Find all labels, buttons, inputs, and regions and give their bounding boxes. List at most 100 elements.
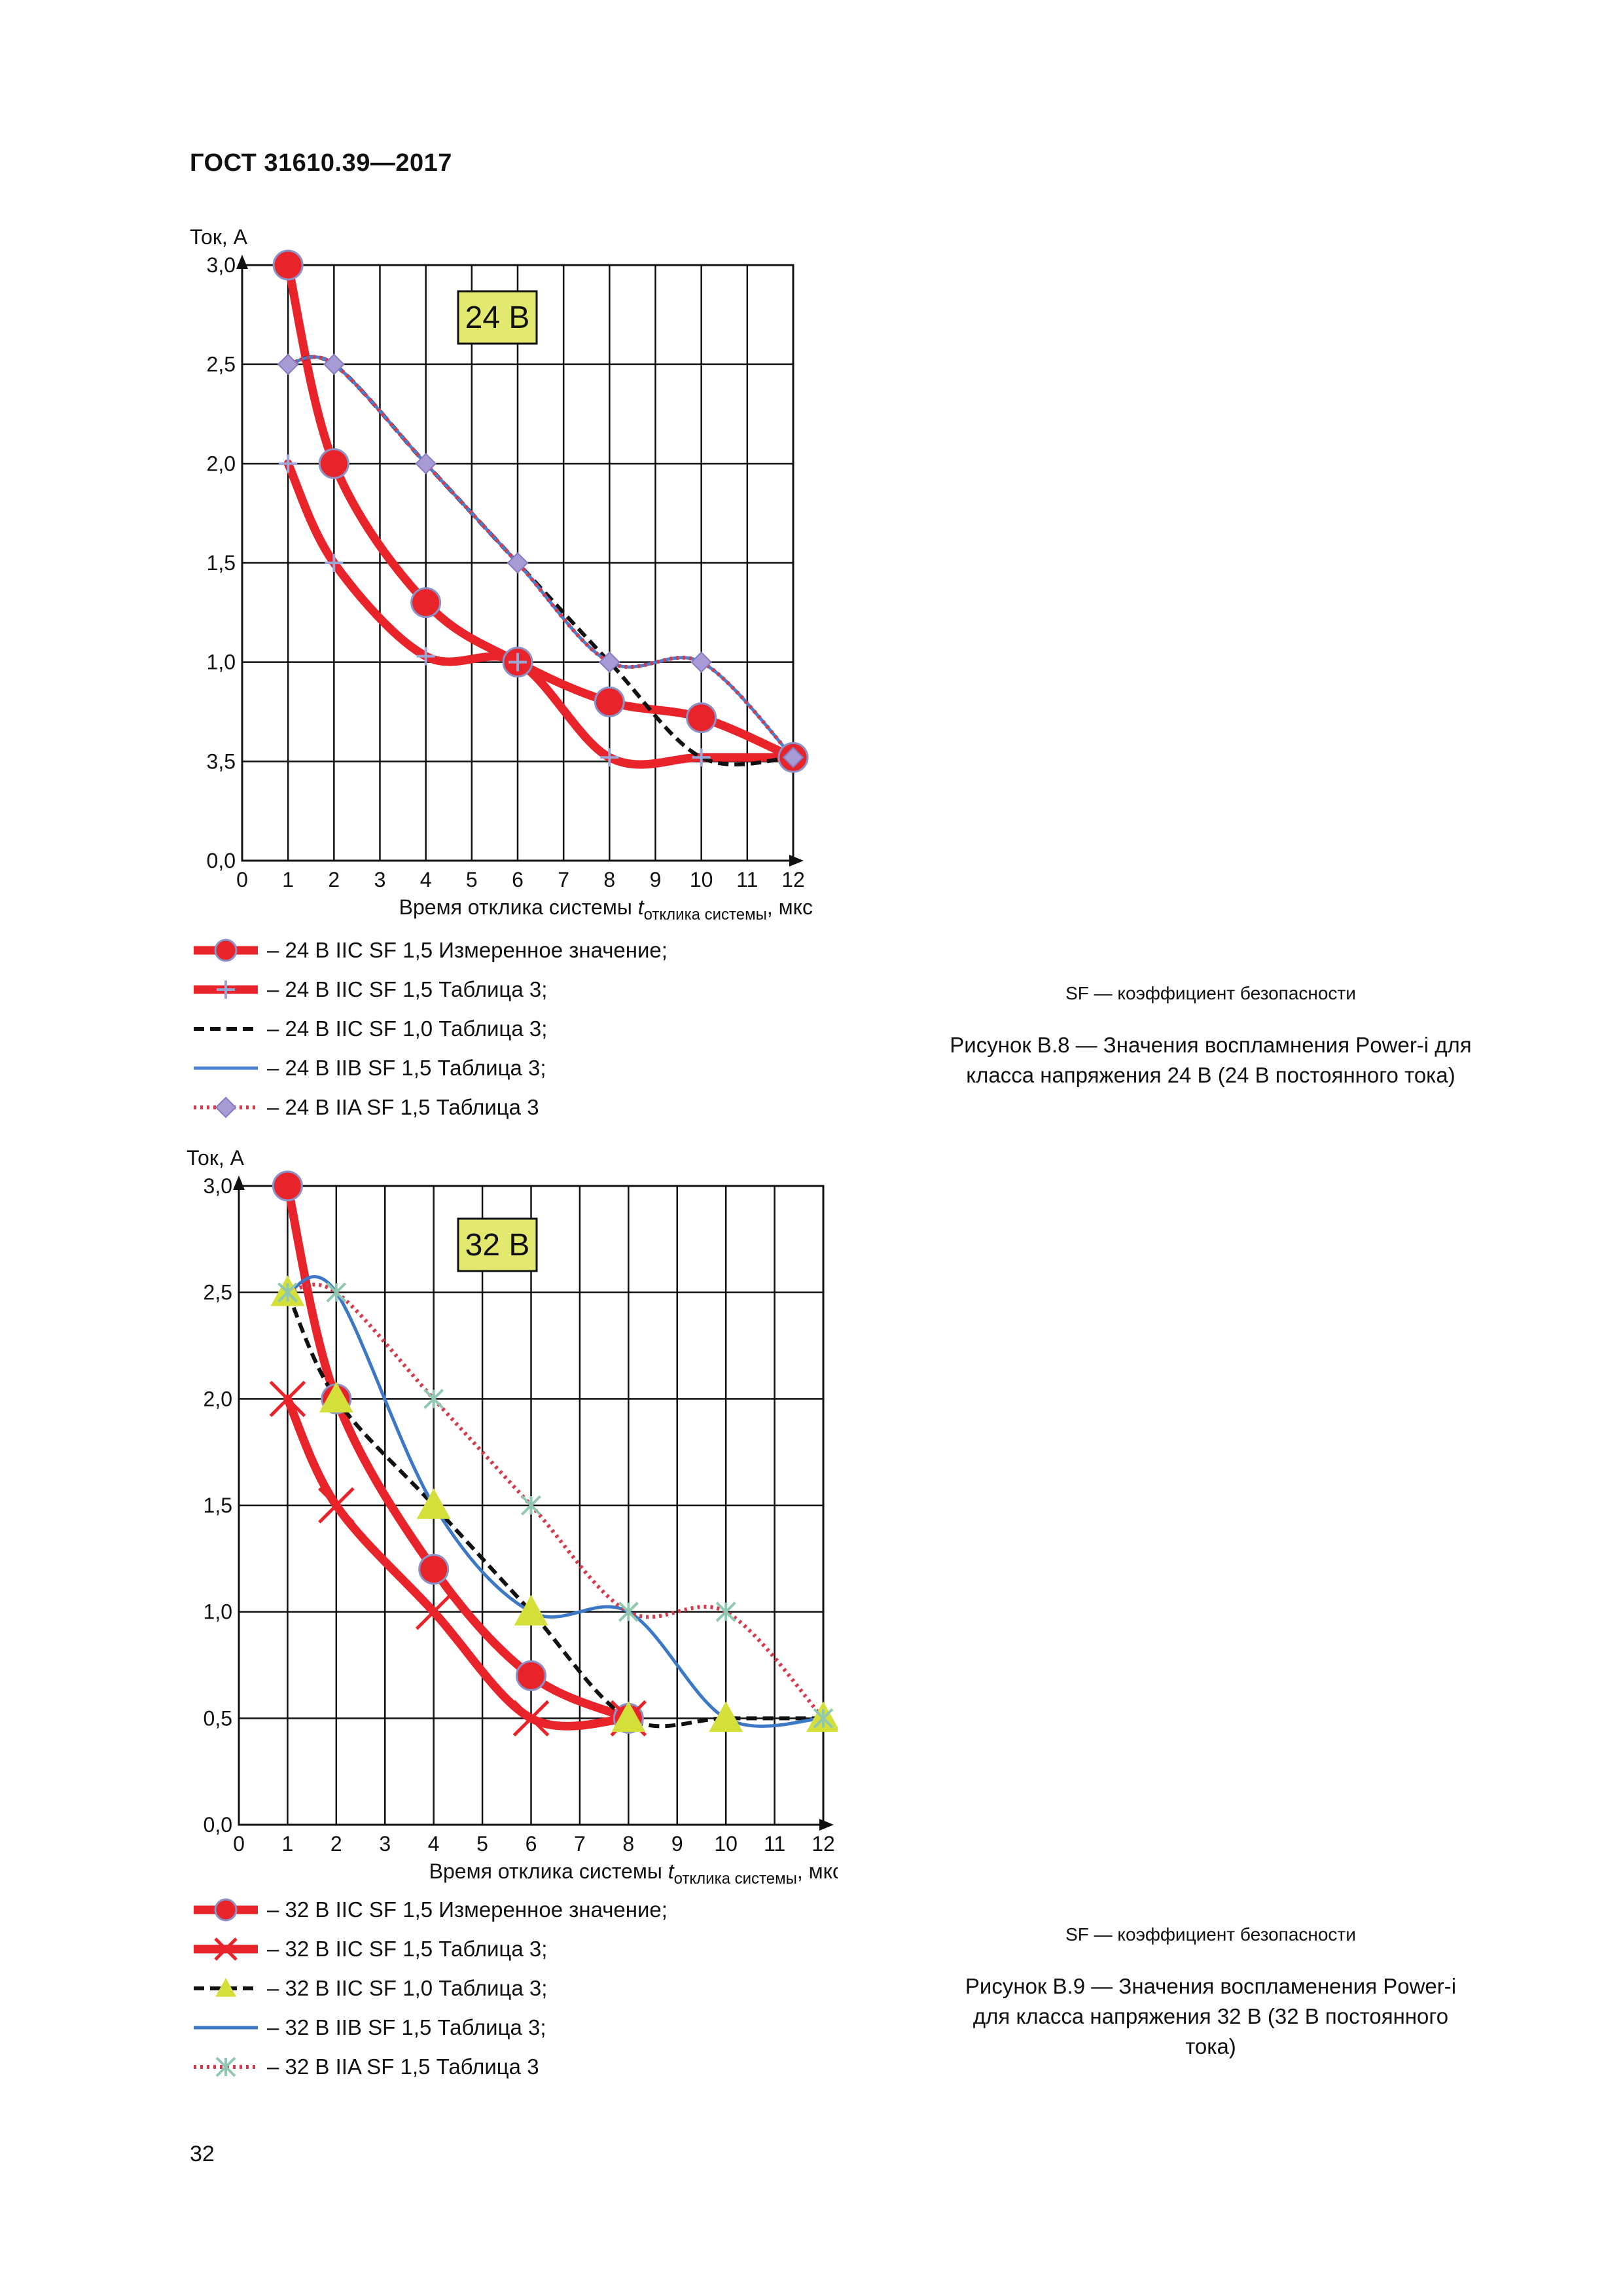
x-tick-label: 2 — [330, 1832, 342, 1856]
data-point — [598, 651, 620, 673]
x-tick-label: 4 — [420, 868, 432, 891]
data-point — [690, 651, 713, 673]
legend-marker — [215, 1096, 237, 1119]
data-point — [512, 1700, 550, 1737]
legend-item: – 24 В IIC SF 1,5 Измеренное значение; — [190, 931, 668, 970]
legend-marker — [215, 2056, 236, 2077]
badge-box — [457, 1217, 538, 1272]
series-markers-2 — [279, 454, 802, 767]
data-point — [319, 1382, 353, 1413]
x-axis-arrow — [819, 1819, 834, 1831]
x-tick-label: 5 — [466, 868, 478, 891]
series-markers-3 — [270, 1275, 838, 1732]
series-line-3 — [287, 355, 794, 767]
y-tick-label: 2,0 — [204, 1387, 232, 1410]
data-point — [415, 452, 437, 475]
x-tick-label: 10 — [714, 1832, 738, 1856]
legend-item: – 32 В IIB SF 1,5 Таблица 3; — [190, 2008, 668, 2047]
legend-label: – 32 В IIC SF 1,5 Таблица 3; — [267, 1937, 548, 1961]
legend-marker — [214, 939, 238, 962]
chart-24v-container: 0,0 3,5 1,0 1,5 2,0 2,5 3,0 0 1 2 3 4 5 6 7 8 9 10 11 12 Ток… — [177, 216, 838, 929]
x-tick-label: 9 — [671, 1832, 683, 1856]
caption-text: Рисунок В.8 — Значения воспламнения Powe… — [950, 1033, 1472, 1087]
legend-label: – 32 В IIB SF 1,5 Таблица 3; — [267, 2015, 546, 2039]
x-tick-label: 8 — [603, 868, 615, 891]
x-tick-label: 0 — [236, 868, 248, 891]
x-tick-label: 1 — [282, 868, 294, 891]
legend-swatch — [194, 1096, 258, 1119]
legend-marker — [215, 1978, 236, 1997]
data-point — [269, 1380, 306, 1418]
legend-marker — [214, 1898, 238, 1922]
figure-caption-24v: SF — коэффициент безопасности Рисунок В.… — [890, 983, 1531, 1090]
legend-label: – 24 В IIC SF 1,0 Таблица 3; — [267, 1016, 548, 1041]
y-tick-label: 0,0 — [204, 1813, 232, 1837]
series-line-4 — [285, 1275, 825, 1728]
x-tick-label: 11 — [764, 1832, 785, 1856]
data-point — [416, 647, 435, 666]
y-tick-label: 1,0 — [207, 651, 236, 674]
legend-item: – 32 В IIC SF 1,5 Таблица 3; — [190, 1929, 668, 1969]
y-tick-label: 3,0 — [207, 253, 236, 277]
x-tick-label: 3 — [379, 1832, 391, 1856]
legend-swatch — [194, 1978, 258, 1997]
data-point — [715, 1602, 736, 1623]
data-point — [516, 1660, 546, 1691]
sf-note: SF — коэффициент безопасности — [1065, 983, 1356, 1003]
data-point — [277, 1282, 298, 1303]
legend-item: – 32 В IIA SF 1,5 Таблица 3 — [190, 2047, 668, 2087]
data-point — [600, 748, 619, 767]
series-line-5 — [287, 355, 795, 759]
legend-swatch — [194, 980, 258, 999]
data-point — [709, 1701, 743, 1732]
legend-swatch — [194, 2026, 258, 2030]
plot-frame — [238, 1185, 825, 1826]
x-axis-label: Время отклика системы tотклика системы, … — [399, 895, 813, 924]
data-point — [813, 1708, 834, 1729]
y-tick-label: 2,0 — [207, 452, 236, 475]
series-line-4 — [286, 355, 795, 759]
legend-swatch — [194, 939, 258, 962]
page-number: 32 — [190, 2142, 215, 2166]
data-point — [272, 249, 304, 281]
badge-label: 32 В — [465, 1228, 530, 1263]
data-point — [277, 353, 299, 376]
legend-label: – 32 В IIC SF 1,5 Измеренное значение; — [267, 1897, 668, 1922]
x-tick-label: 12 — [812, 1832, 835, 1856]
x-tick-label: 3 — [374, 868, 386, 891]
legend-24v: – 24 В IIC SF 1,5 Измеренное значение; – … — [190, 931, 668, 1127]
x-tick-label: 6 — [526, 1832, 537, 1856]
data-point — [418, 1554, 450, 1585]
x-tick-label: 12 — [781, 868, 805, 891]
sf-note: SF — коэффициент безопасности — [1065, 1924, 1356, 1945]
data-point — [410, 587, 442, 619]
y-tick-label: 0,0 — [207, 849, 236, 872]
data-point — [618, 1602, 639, 1623]
y-tick-label: 1,0 — [204, 1600, 232, 1624]
y-axis-arrow — [233, 1175, 245, 1190]
data-point — [415, 1593, 452, 1630]
y-axis-label: Ток, А — [187, 1146, 245, 1170]
legend-item: – 24 В IIC SF 1,5 Таблица 3; — [190, 970, 668, 1009]
y-axis-arrow — [236, 255, 248, 269]
y-tick-label: 2,5 — [207, 353, 236, 376]
data-point — [611, 1701, 646, 1732]
y-tick-label: 1,5 — [207, 551, 236, 575]
series-markers-5 — [277, 353, 804, 768]
data-point — [686, 702, 717, 734]
legend-label: – 24 В IIC SF 1,5 Измеренное значение; — [267, 938, 668, 962]
badge-label: 24 В — [465, 300, 530, 335]
data-point — [272, 1170, 303, 1202]
x-tick-label: 11 — [736, 868, 758, 891]
series-line-1 — [283, 1181, 633, 1723]
chart-32v-container: 0,0 0,5 1,0 1,5 2,0 2,5 3,0 0 1 2 3 4 5 6 7 8 9 10 11 12 Ток… — [177, 1139, 838, 1892]
data-point — [521, 1495, 541, 1516]
legend-item: – 24 В IIA SF 1,5 Таблица 3 — [190, 1088, 668, 1127]
legend-marker — [217, 980, 235, 999]
data-point — [323, 353, 345, 376]
data-point — [279, 454, 298, 473]
voltage-badge: 24 В — [457, 290, 538, 345]
legend-label: – 32 В IIC SF 1,0 Таблица 3; — [267, 1976, 548, 2000]
data-point — [416, 1488, 451, 1519]
y-tick-label: 2,5 — [204, 1281, 232, 1304]
